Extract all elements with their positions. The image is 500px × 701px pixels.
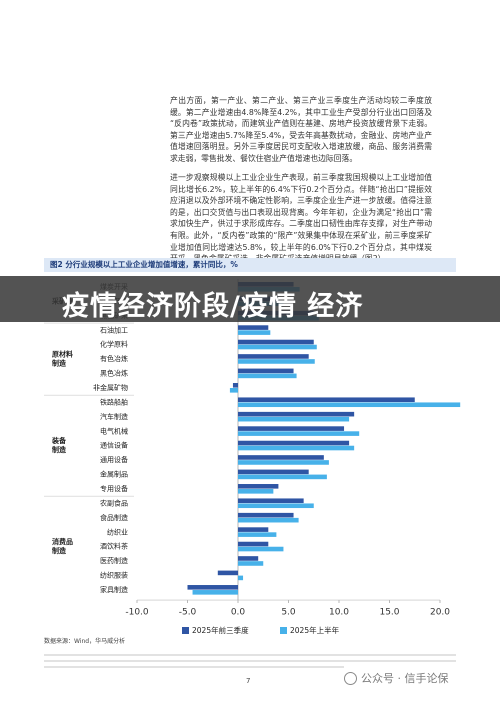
category-label: 铁路船舶 [100, 397, 128, 406]
bar [238, 541, 269, 547]
bar [238, 440, 350, 446]
bar [238, 426, 345, 431]
legend-label: 2025年上半年 [290, 625, 340, 635]
bar [238, 517, 299, 523]
x-tick-label: 5.0 [281, 608, 296, 618]
banner-text: 疫情经济阶段/疫情 经济 [62, 291, 364, 322]
bar [238, 431, 360, 436]
group-label: 消费品 [52, 537, 73, 546]
bar [238, 325, 269, 330]
bar [238, 556, 259, 561]
bar [238, 359, 315, 364]
category-label: 汽车制造 [100, 412, 128, 421]
bar [238, 354, 309, 359]
bar [238, 469, 309, 475]
category-label: 电气机械 [100, 426, 128, 435]
bar [238, 503, 314, 509]
x-tick-label: 15.0 [379, 608, 399, 618]
bar [238, 373, 297, 379]
bar [238, 330, 271, 335]
bar [238, 546, 284, 552]
legend-swatch [280, 627, 287, 634]
bar [238, 368, 294, 374]
category-label: 酒饮料茶 [100, 542, 128, 551]
x-tick-label: -5.0 [179, 608, 197, 618]
x-tick-label: 0.0 [231, 608, 246, 618]
bar [238, 561, 264, 566]
category-label: 非金属矿物 [93, 383, 128, 392]
category-label: 纺织服装 [100, 571, 128, 580]
bar [232, 383, 238, 388]
bar [238, 402, 461, 408]
category-label: 通信设备 [100, 441, 128, 450]
bar [238, 489, 274, 494]
x-tick-label: 10.0 [329, 608, 349, 618]
group-label: 制造 [52, 445, 67, 454]
group-label: 制造 [52, 546, 67, 555]
bar [238, 455, 324, 460]
legend-label: 2025年前三季度 [192, 625, 249, 635]
source-note: 数据来源：Wind，华马威分析 [44, 638, 126, 645]
category-label: 农副食品 [100, 498, 128, 507]
bar [229, 388, 238, 393]
page-number: 7 [246, 677, 251, 685]
bar [217, 570, 238, 576]
bar [238, 344, 317, 350]
bar [187, 585, 238, 590]
category-label: 通用设备 [100, 455, 128, 464]
group-label: 原材料 [52, 350, 73, 359]
watermark: 公众号 · 信手论保 [344, 670, 449, 686]
x-tick-label: -10.0 [125, 608, 149, 618]
bar [238, 512, 294, 518]
bar [192, 590, 238, 595]
category-label: 黑色冶炼 [100, 369, 128, 378]
bar [238, 527, 269, 532]
category-label: 金属制品 [100, 470, 128, 479]
watermark-icon [344, 672, 357, 685]
disclaimer-line [44, 660, 456, 662]
category-label: 食品制造 [100, 513, 128, 522]
legend-swatch [182, 627, 189, 634]
category-label: 纺织业 [107, 527, 128, 536]
disclaimer-line [44, 666, 344, 668]
bar [238, 532, 277, 537]
category-label: 石油加工 [100, 325, 128, 334]
bar [238, 339, 314, 345]
x-tick-label: 20.0 [430, 608, 450, 618]
bar [238, 474, 327, 480]
category-label: 化学原料 [100, 340, 128, 349]
bar [238, 397, 415, 403]
category-label: 家具制造 [100, 585, 128, 594]
bar [238, 416, 350, 422]
category-label: 医药制造 [100, 556, 128, 565]
banner: 疫情经济阶段/疫情 经济 [0, 276, 500, 322]
chart-title: 图2 分行业规模以上工业企业增加值增速，累计同比，% [50, 259, 238, 269]
bar [238, 445, 355, 451]
group-label: 制造 [52, 359, 67, 368]
bar [238, 575, 244, 581]
disclaimer-line [44, 654, 456, 656]
bar [238, 498, 304, 504]
group-label: 装备 [51, 436, 67, 445]
chart-title-band [44, 258, 456, 272]
bar [238, 411, 355, 417]
category-label: 有色冶炼 [100, 354, 128, 363]
watermark-text: 公众号 · 信手论保 [361, 672, 449, 685]
category-label: 专用设备 [100, 484, 128, 493]
paragraph: 产出方面，第一产业、第二产业、第三产业三季度生产活动均较二季度放缓。第二产业增速… [170, 96, 432, 163]
bar [238, 484, 279, 489]
bar [238, 460, 329, 465]
